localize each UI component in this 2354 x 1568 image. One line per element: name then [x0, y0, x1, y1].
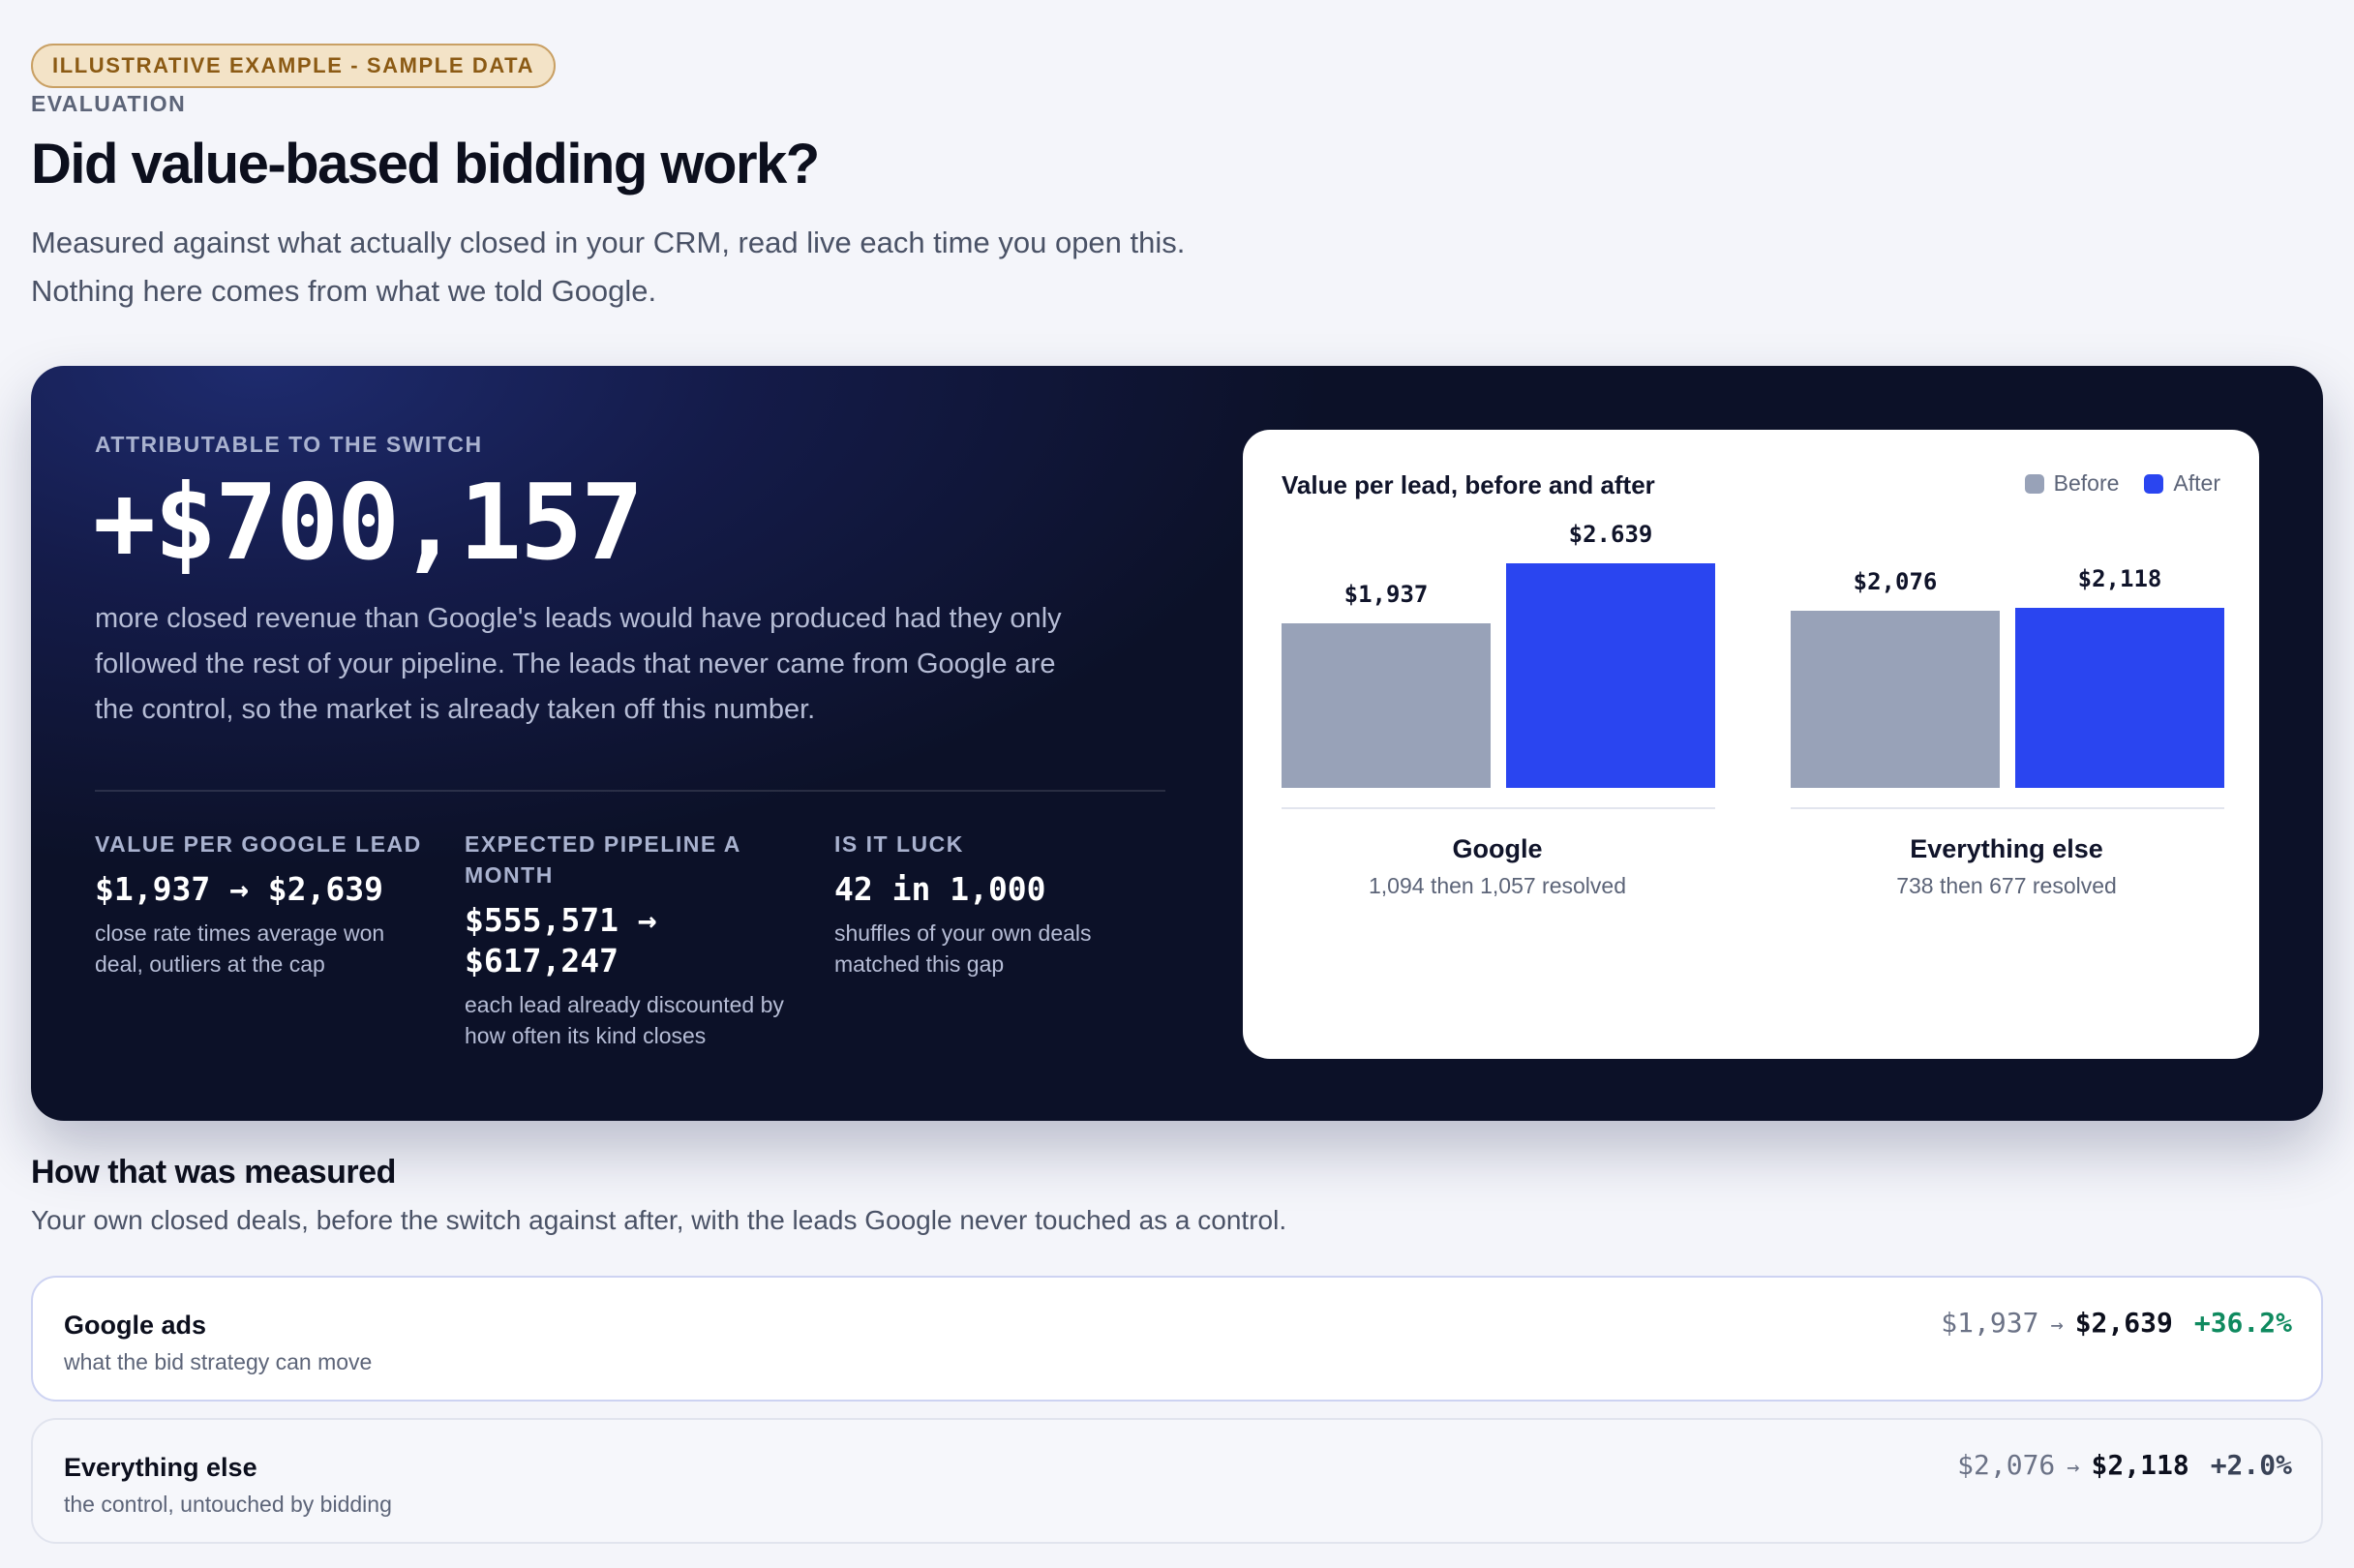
bar-value-label: $2,076 [1853, 568, 1938, 595]
row-values: $1,937 → $2,639 +36.2% [1941, 1307, 2292, 1339]
chart-title: Value per lead, before and after [1282, 470, 1655, 499]
row-description: what the bid strategy can move [64, 1349, 373, 1374]
stat-note: close rate times average won deal, outli… [95, 920, 385, 977]
row-before-value: $2,076 [1957, 1449, 2056, 1481]
stat-value: 42 in 1,000 [834, 870, 1046, 908]
measure-row-google[interactable]: Google ads what the bid strategy can mov… [31, 1276, 2323, 1402]
stat-label: EXPECTED PIPELINE A MONTH [465, 831, 740, 888]
stat-is-it-luck: IS IT LUCK 42 in 1,000 shuffles of your … [834, 829, 1163, 980]
legend-swatch-after [2144, 473, 2164, 494]
stat-label: VALUE PER GOOGLE LEAD [95, 831, 422, 857]
legend-swatch-before [2024, 473, 2044, 494]
stat-expected-pipeline: EXPECTED PIPELINE A MONTH $555,571 → $61… [465, 829, 813, 1051]
category-label: Everything else [1910, 834, 2103, 863]
category-subtitle: 1,094 then 1,057 resolved [1369, 873, 1626, 898]
hero-description: more closed revenue than Google's leads … [95, 603, 1062, 725]
row-values: $2,076 → $2,118 +2.0% [1957, 1449, 2292, 1481]
bar-google-before [1282, 623, 1491, 788]
hero-divider [95, 790, 1165, 792]
stat-note: shuffles of your own deals matched this … [834, 920, 1092, 977]
measured-title: How that was measured [31, 1154, 396, 1191]
bar-google-after [1506, 563, 1715, 788]
row-description: the control, untouched by bidding [64, 1492, 392, 1517]
stat-note: each lead already discounted by how ofte… [465, 992, 784, 1048]
hero-eyebrow: ATTRIBUTABLE TO THE SWITCH [95, 432, 483, 457]
legend-item-before: Before [2024, 470, 2120, 497]
legend-label-after: After [2173, 470, 2220, 496]
value-per-lead-chart: Value per lead, before and after Before … [1243, 430, 2259, 1059]
measured-subtitle: Your own closed deals, before the switch… [31, 1205, 1287, 1235]
bar-everything-else-before [1791, 611, 2000, 788]
bar-everything-else-after [2015, 608, 2224, 788]
stat-value-per-lead: VALUE PER GOOGLE LEAD $1,937 → $2,639 cl… [95, 829, 424, 980]
chart-baseline [1282, 807, 1715, 809]
section-eyebrow: EVALUATION [31, 91, 187, 116]
row-change-value: +2.0% [2210, 1449, 2292, 1481]
subtitle-line: Measured against what actually closed in… [31, 226, 1186, 259]
row-arrow: → [2067, 1456, 2080, 1480]
stat-value: $555,571 → $617,247 [465, 901, 657, 980]
hero-card: ATTRIBUTABLE TO THE SWITCH +$700,157 mor… [31, 366, 2323, 1121]
row-name: Google ads [64, 1311, 207, 1340]
attributable-amount: +$700,157 [93, 463, 644, 584]
row-after-value: $2,118 [2091, 1449, 2189, 1481]
subtitle-line: Nothing here comes from what we told Goo… [31, 274, 657, 308]
bar-value-label: $2,118 [2077, 565, 2162, 592]
page-subtitle: Measured against what actually closed in… [31, 219, 1386, 316]
sample-data-badge: ILLUSTRATIVE EXAMPLE - SAMPLE DATA [31, 44, 557, 88]
row-before-value: $1,937 [1941, 1307, 2039, 1339]
page-title: Did value-based bidding work? [31, 133, 820, 196]
row-name: Everything else [64, 1453, 257, 1482]
measure-row-everything-else[interactable]: Everything else the control, untouched b… [31, 1418, 2323, 1544]
row-change-value: +36.2% [2193, 1307, 2292, 1339]
legend-item-after: After [2144, 470, 2220, 497]
category-subtitle: 738 then 677 resolved [1896, 873, 2117, 898]
row-after-value: $2,639 [2074, 1307, 2173, 1339]
row-arrow: → [2050, 1313, 2064, 1338]
category-label: Google [1452, 834, 1543, 863]
legend-label-before: Before [2053, 470, 2120, 496]
chart-legend: Before After [2024, 470, 2220, 497]
bar-value-label: $1,937 [1343, 581, 1429, 608]
bar-value-label: $2.639 [1568, 521, 1653, 548]
stat-value: $1,937 → $2,639 [95, 870, 384, 908]
chart-baseline [1791, 807, 2224, 809]
stat-label: IS IT LUCK [834, 831, 964, 857]
